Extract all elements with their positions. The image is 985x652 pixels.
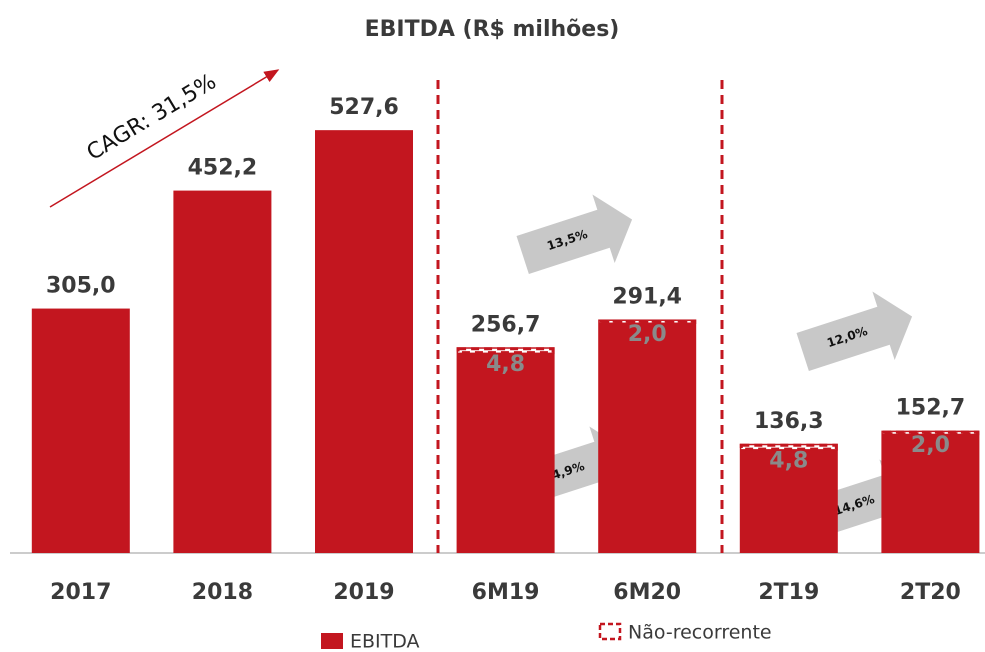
non-recurring <box>881 430 980 436</box>
bar <box>598 319 697 553</box>
bar <box>315 130 413 553</box>
bar <box>173 190 272 553</box>
bar <box>739 443 838 553</box>
bar <box>31 308 130 553</box>
x-tick-label: 2017 <box>50 580 111 605</box>
value-label: 452,2 <box>188 156 258 181</box>
non-recurring-label: 2,0 <box>911 433 950 458</box>
legend-swatch <box>598 622 622 641</box>
non-recurring-label: 2,0 <box>628 322 667 347</box>
x-tick-label: 2T19 <box>758 580 819 605</box>
value-label: 136,3 <box>754 409 824 434</box>
legend-label: Não-recorrente <box>628 622 772 644</box>
legend-swatch <box>321 633 343 649</box>
x-tick-label: 6M19 <box>472 580 540 605</box>
bar <box>881 430 980 553</box>
x-tick-label: 2019 <box>333 580 394 605</box>
x-tick-label: 2T20 <box>900 580 961 605</box>
cagr-arrow <box>49 69 280 208</box>
non-recurring <box>598 319 697 325</box>
value-label: 256,7 <box>471 312 541 337</box>
non-recurring <box>739 443 838 451</box>
chart-title: EBITDA (R$ milhões) <box>365 17 620 42</box>
value-label: 305,0 <box>46 274 116 299</box>
x-tick-label: 2018 <box>192 580 253 605</box>
growth-arrow: 13,5% <box>516 194 633 275</box>
non-recurring <box>456 347 555 355</box>
growth-arrow: 12,0% <box>796 291 913 372</box>
value-label: 291,4 <box>612 284 682 309</box>
value-label: 152,7 <box>896 396 966 421</box>
x-tick-label: 6M20 <box>613 580 681 605</box>
bar <box>456 347 555 553</box>
value-label: 527,6 <box>329 95 399 120</box>
non-recurring-label: 4,8 <box>769 449 808 474</box>
legend-label: EBITDA <box>350 631 420 652</box>
non-recurring-label: 4,8 <box>486 352 525 377</box>
